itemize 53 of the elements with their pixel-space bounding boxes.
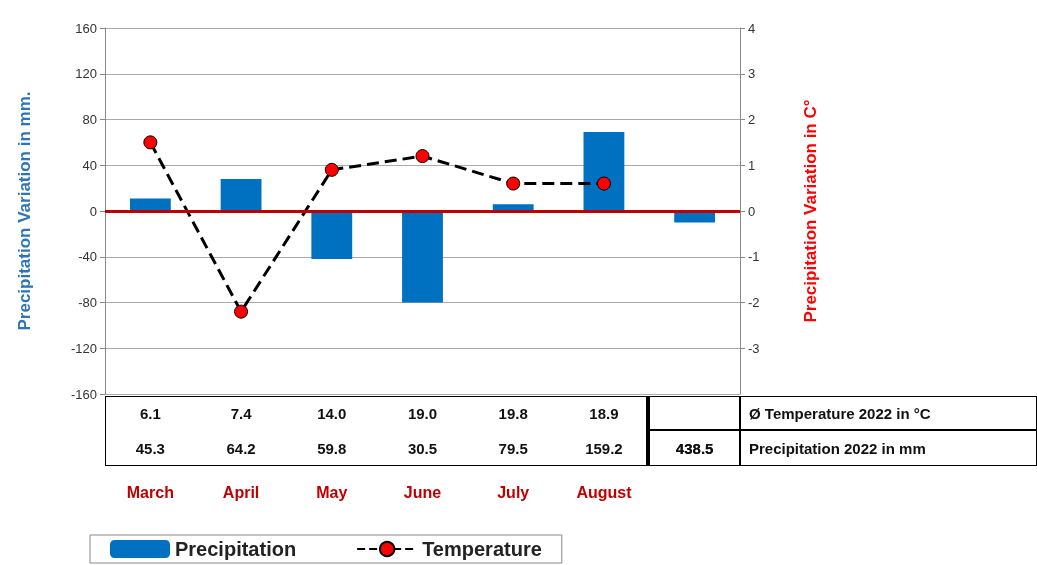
point: [234, 304, 249, 319]
y2-tick-label: 1: [748, 157, 756, 173]
y-tick-label: 0: [89, 203, 97, 219]
bar: [402, 211, 443, 303]
x-tick-label: July: [497, 483, 530, 501]
text: 64.2: [225, 438, 257, 459]
y2-tick-label: 2: [748, 112, 756, 127]
y-tick-label: 160: [75, 20, 97, 36]
y2-tick-label: -2: [748, 295, 760, 310]
text: 438.5: [649, 430, 740, 466]
text: Precipitation 2022 in mm: [740, 430, 1037, 466]
text: 59.8: [316, 438, 348, 459]
text: 159.2: [584, 438, 624, 459]
bar: [583, 132, 625, 211]
legend-label: Precipitation: [175, 538, 297, 560]
point: [596, 176, 611, 191]
text: 45.3: [134, 438, 166, 459]
bar: [311, 211, 353, 260]
x-tick-label: May: [316, 483, 348, 501]
y-tick-label: -80: [78, 295, 97, 310]
bar: [220, 178, 262, 211]
text: 7.4: [229, 403, 253, 424]
y-tick-label: -120: [70, 340, 97, 356]
text: 6.1: [138, 403, 162, 424]
point: [506, 176, 521, 191]
y-axis-title: Precipitation Variation in mm.: [15, 91, 34, 331]
y-tick-label: 40: [82, 157, 97, 173]
y2-tick-label: 0: [748, 203, 756, 219]
point: [324, 162, 339, 177]
text: 19.0: [406, 403, 439, 424]
text: 19.8: [497, 403, 529, 424]
text: 14.0: [316, 403, 348, 424]
x-tick-label: August: [576, 483, 633, 501]
text: 79.5: [497, 438, 529, 459]
text: 30.5: [406, 438, 439, 459]
x-tick-label: March: [126, 483, 174, 501]
y2-tick-label: -3: [748, 340, 760, 356]
legend-label: Temperature: [422, 538, 542, 560]
y-tick-label: -160: [70, 386, 97, 402]
y2-tick-label: -1: [748, 249, 760, 265]
y-tick-label: 80: [82, 112, 97, 127]
point: [143, 135, 158, 150]
y-tick-label: -40: [78, 249, 97, 265]
x-tick-label: April: [222, 483, 260, 501]
y-tick-label: 120: [75, 66, 97, 82]
text: Ø Temperature 2022 in °C: [740, 396, 1037, 430]
text: 18.9: [588, 403, 620, 424]
bar: [129, 198, 171, 211]
y2-tick-label: 3: [748, 66, 756, 82]
y2-axis-title: Precipitation Variation in C°: [801, 99, 820, 323]
y2-tick-label: 4: [748, 20, 756, 36]
x-tick-label: June: [403, 483, 442, 501]
point: [415, 149, 430, 164]
